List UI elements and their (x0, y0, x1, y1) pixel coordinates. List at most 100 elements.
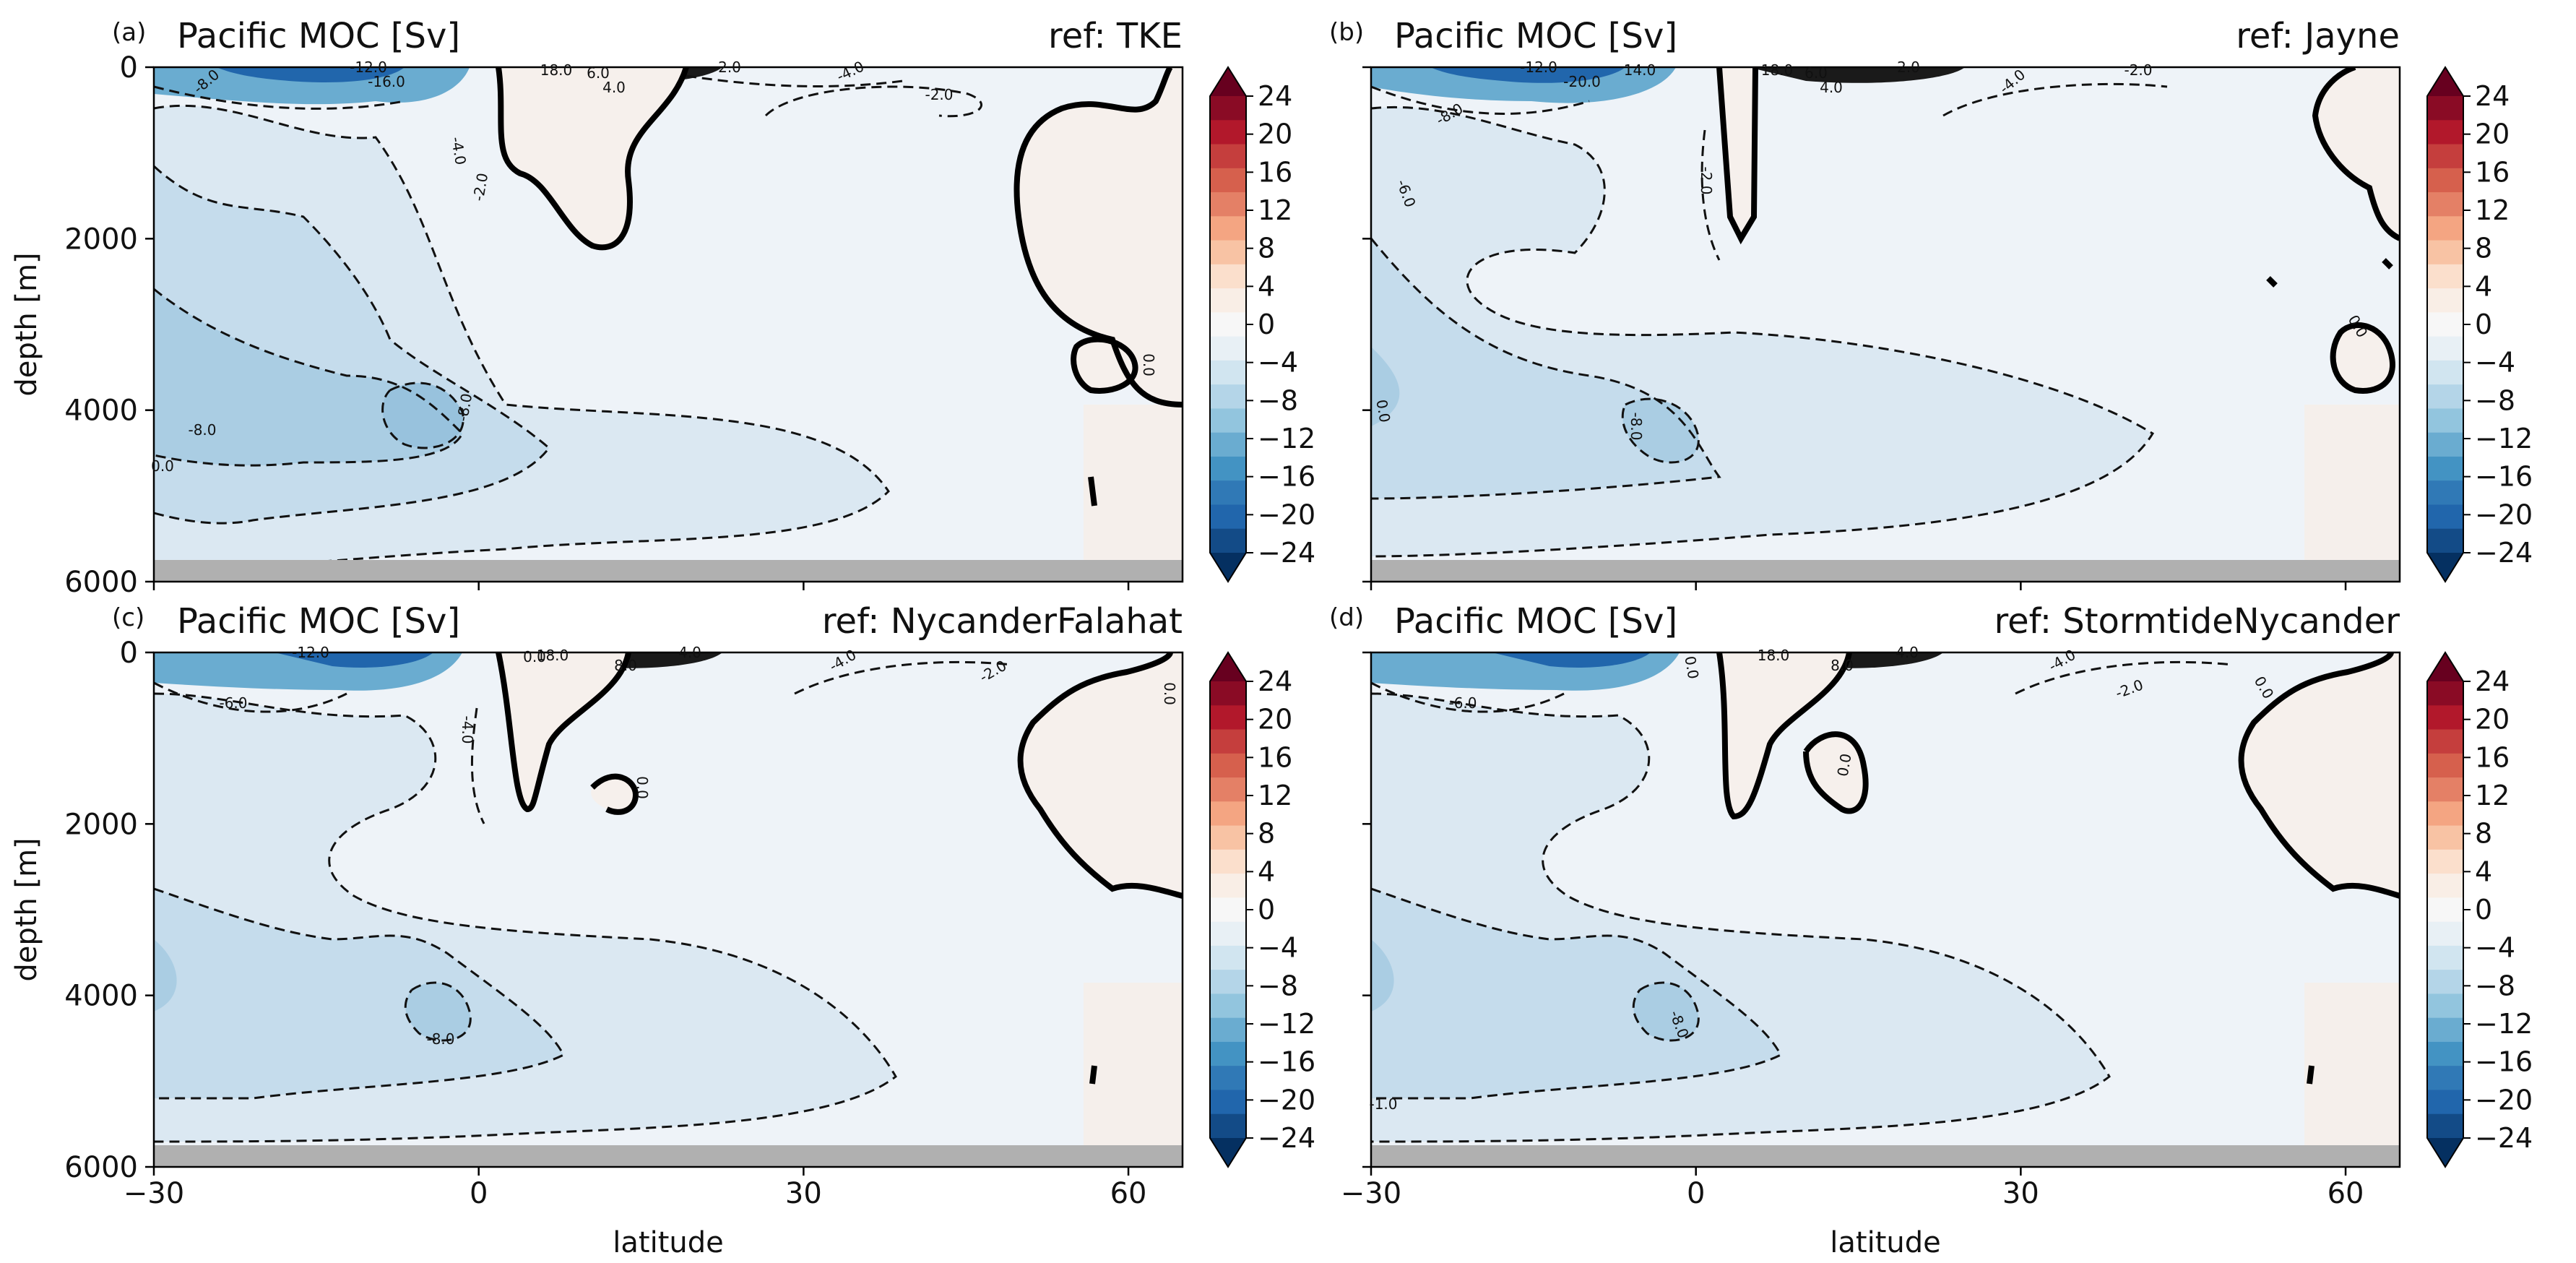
colorbar-bin (2427, 384, 2463, 409)
colorbar-bin (2427, 993, 2463, 1019)
colorbar-tick-label: 24 (2475, 665, 2510, 697)
contour-label: 4.0 (678, 644, 701, 661)
colorbar-bin (2427, 192, 2463, 217)
colorbar-tick-label: −16 (2475, 1046, 2533, 1078)
colorbar-tick-label: 20 (1258, 704, 1292, 736)
colorbar-tick-label: 12 (2475, 780, 2510, 811)
contour-label: 4.0 (1896, 644, 1919, 661)
colorbar-bin (2427, 120, 2463, 145)
colorbar-bin (2427, 874, 2463, 898)
contour-label: 0.0 (1834, 752, 1855, 777)
colorbar-tick-label: 16 (1258, 741, 1292, 773)
x-tick-label: 0 (1687, 1177, 1705, 1210)
ylabel-bottom: depth [m] (10, 837, 43, 981)
colorbar-tick-label: −12 (2475, 1008, 2533, 1040)
panel-title: Pacific MOC [Sv] (177, 601, 460, 642)
colorbar-tick-label: 4 (2475, 855, 2492, 887)
contour-label: -2.0 (925, 86, 953, 103)
colorbar-bin (1210, 504, 1246, 530)
colorbar-bin (1210, 729, 1246, 754)
colorbar-tick-label: −16 (1258, 1046, 1315, 1078)
colorbar-tick-label: −4 (2475, 932, 2515, 964)
contour-label: 0.0 (1140, 353, 1157, 376)
colorbar-tick-label: −8 (2475, 384, 2515, 416)
y-tick-label: 4000 (64, 395, 138, 428)
colorbar-extend-bottom (1210, 1138, 1246, 1167)
contour-label: -6.0 (1448, 694, 1477, 712)
colorbar-tick-label: −12 (1258, 1008, 1315, 1040)
panel-title: Pacific MOC [Sv] (177, 16, 460, 56)
colorbar-bin (1210, 312, 1246, 337)
contour-label: -1.0 (1369, 1095, 1397, 1113)
colorbar-bin (2427, 456, 2463, 481)
contour-label: 4.0 (602, 79, 626, 96)
colorbar-tick-label: 8 (1258, 818, 1275, 850)
colorbar-bin (1210, 168, 1246, 193)
panel-label: (b) (1329, 18, 1364, 47)
colorbar-tick-label: 0 (2475, 309, 2492, 340)
y-tick-label: 4000 (64, 980, 138, 1013)
colorbar-bin (1210, 1113, 1246, 1139)
colorbar-extend-top (1210, 67, 1246, 96)
x-tick-label: 60 (1110, 1177, 1147, 1210)
colorbar-tick-label: 24 (1258, 80, 1292, 112)
y-tick-label: 6000 (64, 1151, 138, 1184)
contour-label: 18.0 (1761, 61, 1794, 79)
x-tick-label: 0 (470, 1177, 488, 1210)
colorbar-bin (1210, 384, 1246, 409)
contour-label: 18.0 (540, 61, 573, 79)
colorbar-bin (1210, 336, 1246, 361)
colorbar-tick-label: 0 (1258, 309, 1275, 340)
colorbar-bin (2427, 1113, 2463, 1139)
contour-label: -8.0 (426, 1030, 454, 1048)
colorbar-tick-label: −16 (2475, 461, 2533, 493)
contour-label: -8.0 (1628, 412, 1645, 440)
colorbar-bin (2427, 1066, 2463, 1090)
colorbar-bin (1210, 1066, 1246, 1090)
contour-label: 18.0 (1758, 647, 1790, 664)
colorbar-bin (1210, 240, 1246, 265)
colorbar-extend-bottom (2427, 553, 2463, 582)
colorbar-bin (2427, 504, 2463, 530)
contour-label: -16.0 (368, 73, 405, 90)
colorbar-bin (1210, 874, 1246, 898)
contour-label: -6.0 (219, 694, 247, 712)
colorbar-bin (1210, 993, 1246, 1019)
colorbar-bin (2427, 336, 2463, 361)
colorbar-bin (1210, 264, 1246, 289)
colorbar-bin (1210, 849, 1246, 874)
contour-label: 2.0 (718, 59, 741, 76)
y-tick-label: 2000 (64, 808, 138, 841)
contour-label: -2.0 (2124, 61, 2152, 79)
colorbar-bin (1210, 96, 1246, 121)
colorbar-tick-label: 12 (2475, 194, 2510, 226)
colorbar-bin (1210, 408, 1246, 434)
panel-label: (c) (112, 603, 144, 632)
contour-label: 0.0 (1161, 682, 1178, 705)
panel-ref: ref: StormtideNycander (1994, 601, 2400, 642)
colorbar-tick-label: −20 (1258, 1084, 1315, 1116)
colorbar-bin (2427, 144, 2463, 169)
colorbar-bin (2427, 849, 2463, 874)
contour-label: -20.0 (1563, 73, 1601, 90)
colorbar-tick-label: 24 (1258, 665, 1292, 697)
colorbar-tick-label: −4 (1258, 932, 1298, 964)
colorbar-tick-label: 4 (1258, 855, 1275, 887)
colorbar-tick-label: −20 (1258, 499, 1315, 530)
colorbar-tick-label: 4 (2475, 270, 2492, 302)
colorbar-bin (2427, 945, 2463, 970)
colorbar-tick-label: 16 (2475, 156, 2510, 188)
colorbar-bin (1210, 681, 1246, 706)
colorbar-bin (2427, 168, 2463, 193)
colorbar-bin (1210, 192, 1246, 217)
colorbar-tick-label: 24 (2475, 80, 2510, 112)
contour-label: -12.0 (292, 644, 329, 661)
colorbar-bin (1210, 144, 1246, 169)
colorbar-bin (2427, 970, 2463, 994)
contour-label: 6.0 (587, 64, 610, 82)
colorbar-bin (1210, 1017, 1246, 1043)
colorbar-extend-bottom (1210, 553, 1246, 582)
colorbars: 24 20 16 12 8 4 0 −4 −8 −12 −16 −20 −24 24 20 16 12 8 4 0 −4… (1209, 66, 2533, 1168)
colorbar-tick-label: −8 (1258, 970, 1298, 1001)
panel-c-field (154, 652, 1183, 1167)
